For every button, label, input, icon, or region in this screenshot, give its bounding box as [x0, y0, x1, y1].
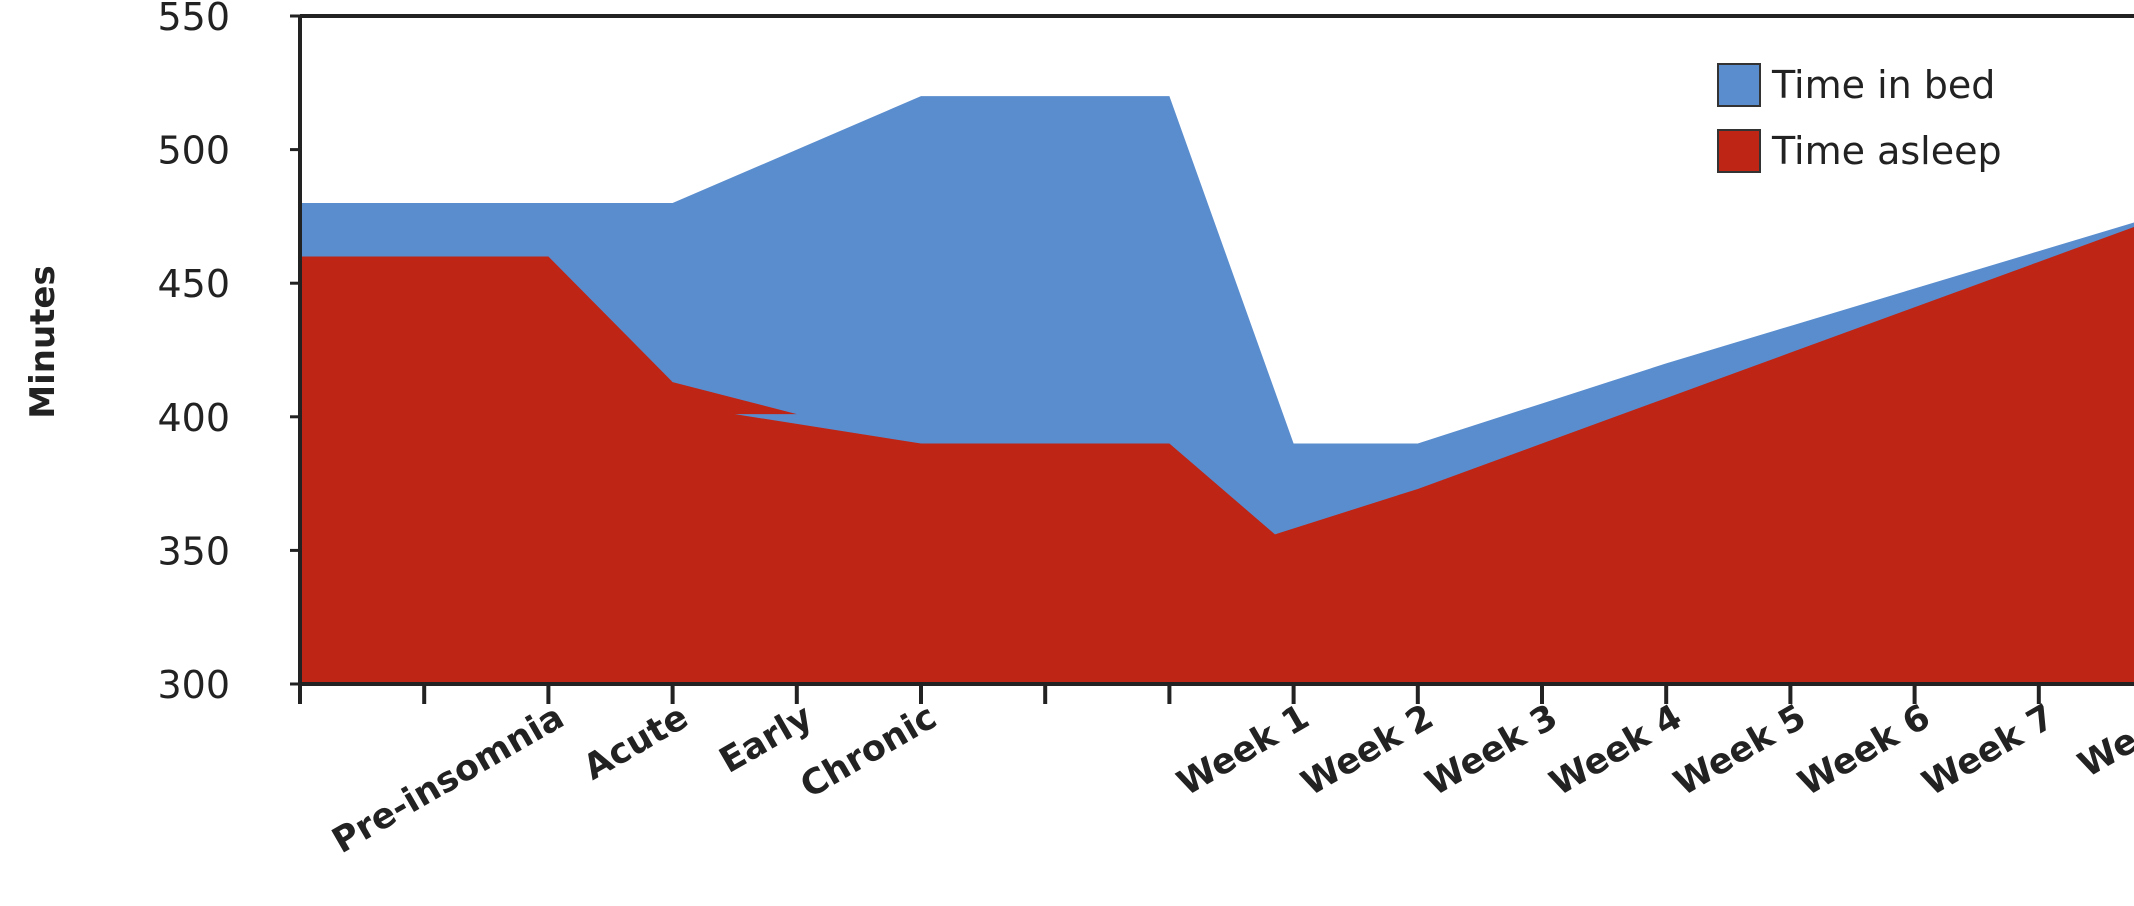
x-tick-label: Week 5: [1668, 697, 1813, 804]
legend: Time in bed Time asleep: [1717, 63, 2002, 173]
y-tick-label: 300: [157, 663, 230, 707]
x-tick-label: Chronic: [794, 697, 944, 806]
x-tick-label: Week: [2072, 697, 2134, 786]
x-tick-label: Week 2: [1295, 697, 1440, 804]
legend-label: Time asleep: [1771, 129, 2002, 173]
y-tick-label: 500: [157, 129, 230, 173]
y-axis-ticks: 300 350 400 450 500 550: [157, 0, 300, 707]
area-time-asleep: [300, 227, 2134, 684]
y-tick-label: 400: [157, 396, 230, 440]
x-tick-label: Week 3: [1419, 697, 1564, 804]
x-tick-label: Pre-insomnia: [326, 697, 571, 862]
x-tick-label: Acute: [577, 697, 695, 788]
legend-label: Time in bed: [1771, 63, 1995, 107]
legend-swatch: [1717, 63, 1761, 107]
y-tick-label: 350: [157, 529, 230, 573]
axes: [298, 14, 2134, 686]
x-tick-label: Week 7: [1916, 697, 2061, 804]
x-tick-label: Week 6: [1792, 697, 1937, 804]
x-tick-label: Week 4: [1543, 697, 1688, 804]
plot-areas: [300, 96, 2134, 684]
y-axis-title: Minutes: [23, 265, 63, 418]
y-tick-label: 550: [157, 0, 230, 39]
y-tick-label: 450: [157, 262, 230, 306]
x-tick-label: Week 1: [1171, 697, 1316, 804]
legend-swatch: [1717, 129, 1761, 173]
